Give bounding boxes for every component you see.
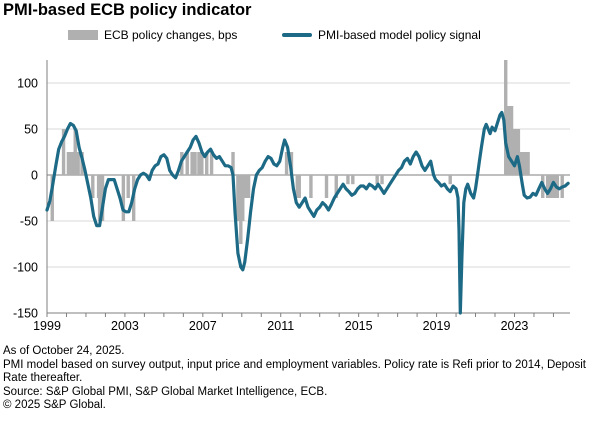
policy-change-bar [73,129,77,175]
policy-change-bar [200,152,204,175]
policy-change-bar [50,175,54,221]
policy-change-bar [121,175,126,221]
x-tick-label: 2011 [267,319,294,333]
policy-change-bar [76,152,80,175]
legend-label-policy-changes: ECB policy changes, bps [104,28,238,42]
x-tick-label: 1999 [33,319,61,333]
policy-change-bar [190,152,194,175]
note-method: PMI model based on survey output, input … [3,358,586,385]
policy-change-bar [324,175,329,198]
x-tick-label: 2015 [345,319,373,333]
policy-change-bar [524,152,528,175]
policy-change-bar [297,175,301,198]
policy-change-bar [68,152,72,175]
note-copyright: © 2025 S&P Global. [3,399,106,412]
policy-change-bar [504,60,508,175]
policy-change-bar [516,129,521,175]
policy-change-bar [193,152,197,175]
y-tick-label: 50 [24,123,38,137]
y-tick-label: -150 [13,307,38,321]
y-tick-label: 0 [31,169,38,183]
policy-change-bar [334,175,338,198]
policy-change-bar [506,106,511,175]
policy-change-bar [545,175,550,198]
model-signal-line [45,110,570,315]
policy-change-bar [375,175,379,185]
policy-change-bar [526,152,530,175]
policy-change-bar [205,152,209,175]
policy-change-bar [309,175,313,198]
policy-change-bar [514,129,519,175]
note-asof: As of October 24, 2025. [3,345,125,357]
legend-swatch-bar [68,30,98,40]
x-tick-label: 2003 [111,319,139,333]
y-tick-label: -50 [20,215,38,229]
legend-item-policy-changes: ECB policy changes, bps [68,28,237,42]
policy-change-bar [346,175,350,185]
x-tick-label: 2007 [189,319,217,333]
policy-change-bar [70,152,75,175]
legend-swatch-line [282,33,312,37]
note-source: Source: S&P Global PMI, S&P Global Marke… [3,385,328,398]
policy-change-bar [241,175,245,221]
policy-change-bar [284,152,289,175]
policy-change-bar [521,152,525,175]
chart-notes: As of October 24, 2025. PMI model based … [3,345,593,413]
legend-label-model-signal: PMI-based model policy signal [318,28,481,42]
policy-change-bar [509,106,514,175]
policy-change-bar [351,175,355,185]
y-tick-label: 100 [17,77,38,91]
policy-change-bar [295,175,299,198]
policy-change-bar [61,129,66,175]
policy-change-bar [380,175,384,185]
policy-change-bar [91,175,95,198]
policy-change-bar [448,175,452,185]
policy-change-bar [126,175,130,198]
policy-change-bar [243,175,248,198]
y-tick-label: -100 [13,261,38,275]
x-tick-label: 2019 [423,319,451,333]
policy-change-bar [239,175,243,244]
policy-change-bar [209,152,214,175]
policy-change-bar [519,152,524,175]
policy-change-bar [231,152,235,175]
policy-change-bar [185,152,189,175]
policy-change-bar [197,152,201,175]
policy-change-bar [97,175,102,221]
legend-item-model-signal: PMI-based model policy signal [282,28,481,42]
x-tick-label: 2023 [501,319,529,333]
chart-title: PMI-based ECB policy indicator [3,1,252,19]
policy-change-bar [547,175,552,198]
policy-change-bar [511,129,516,175]
policy-change-bar [246,175,251,198]
